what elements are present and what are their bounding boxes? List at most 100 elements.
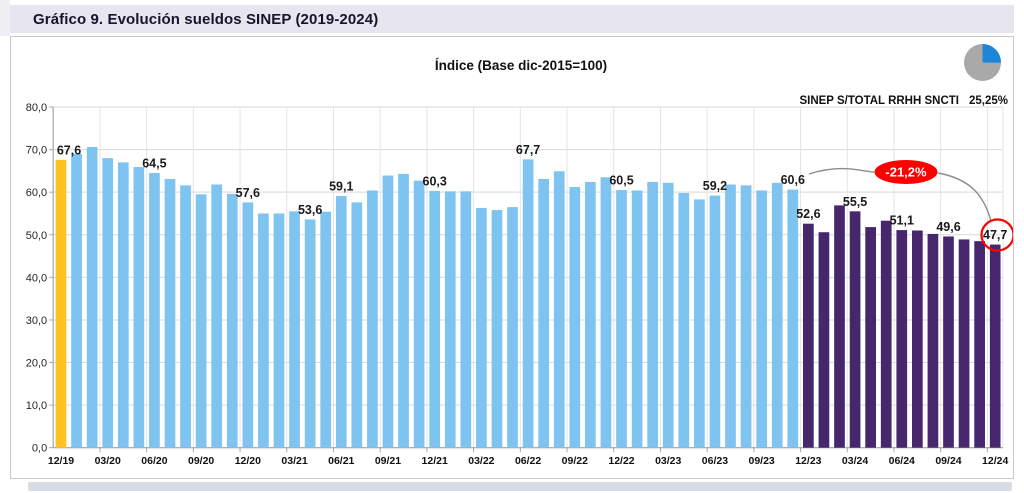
x-axis-label: 09/23	[749, 455, 775, 467]
bar-11/20	[226, 193, 238, 448]
x-axis-label: 03/23	[655, 455, 681, 467]
bar-10/21	[398, 173, 409, 448]
bar-07/22	[538, 178, 550, 448]
bar-01/23	[631, 190, 643, 448]
x-axis-label: 12/19	[48, 455, 74, 467]
salary-index-bar-chart: 80,0 70,0 60,0 50,0 40,0 30,0 20,0 10,0 0,012/19…	[26, 44, 1015, 467]
x-axis-label: 06/21	[328, 455, 354, 467]
bar-02/20	[86, 147, 98, 448]
x-axis-label: 12/21	[422, 455, 448, 467]
y-axis-label: 80,0	[26, 102, 47, 114]
data-label-09/24: 49,6	[936, 220, 960, 234]
chart-frame: 80,0 70,0 60,0 50,0 40,0 30,0 20,0 10,0 0,0 12/19…	[10, 36, 1015, 479]
data-label-06/20: 64,5	[142, 157, 166, 171]
bar-11/24	[974, 241, 985, 448]
bar-02/22	[460, 191, 472, 448]
y-axis-label: 50,0	[26, 230, 47, 242]
bar-04/23	[678, 193, 690, 448]
bar-12/23	[803, 223, 814, 448]
data-label-12/22: 60,5	[609, 174, 633, 188]
bar-05/24	[880, 220, 892, 448]
bar-12/21	[429, 190, 441, 448]
bar-09/23	[756, 190, 767, 448]
x-axis-label: 12/23	[795, 455, 821, 467]
bar-04/22	[491, 210, 503, 448]
x-axis-label: 03/24	[842, 455, 868, 467]
chart-subtitle: Índice (Base dic-2015=100)	[435, 58, 607, 73]
bar-10/23	[771, 182, 783, 448]
x-axis-label: 06/20	[141, 455, 167, 467]
bar-10/20	[211, 184, 223, 448]
bar-03/22	[476, 207, 487, 448]
y-axis-label: 20,0	[26, 358, 47, 370]
x-axis-label: 12/22	[608, 455, 634, 467]
connector-line-right	[937, 172, 992, 222]
bar-11/22	[600, 177, 612, 448]
bar-05/22	[507, 207, 518, 448]
bar-09/24	[943, 236, 954, 448]
data-label-12/19: 67,6	[57, 143, 81, 157]
data-label-11/23: 60,6	[781, 173, 805, 187]
bar-02/24	[834, 205, 845, 448]
x-axis-label: 09/22	[562, 455, 588, 467]
bar-01/20	[71, 153, 82, 448]
bar-01/21	[258, 213, 269, 448]
bar-05/23	[694, 199, 705, 448]
bar-03/24	[849, 211, 861, 448]
bar-12/19	[55, 159, 67, 448]
x-axis-label: 09/20	[188, 455, 214, 467]
bar-07/24	[912, 230, 923, 448]
bar-10/22	[585, 181, 596, 448]
bar-06/23	[709, 195, 721, 448]
bar-08/24	[927, 233, 939, 448]
y-axis-label: 40,0	[26, 272, 47, 284]
y-axis-label: 0,0	[32, 443, 47, 455]
data-label-12/23: 52,6	[796, 207, 820, 221]
bar-03/21	[289, 211, 300, 448]
bar-09/20	[195, 194, 207, 448]
bar-07/20	[164, 178, 176, 448]
bar-09/21	[382, 175, 394, 448]
page-title: Gráfico 9. Evolución sueldos SINEP (2019…	[33, 10, 379, 28]
x-axis-label: 09/21	[375, 455, 401, 467]
bar-01/24	[818, 232, 830, 448]
bar-04/24	[865, 227, 876, 448]
y-axis-label: 30,0	[26, 315, 47, 327]
y-axis-label: 10,0	[26, 400, 47, 412]
x-axis-label: 03/20	[95, 455, 121, 467]
x-axis-label: 12/20	[235, 455, 261, 467]
y-axis-label: 60,0	[26, 187, 47, 199]
bar-05/20	[133, 167, 145, 448]
bar-08/22	[553, 171, 565, 448]
bar-08/21	[367, 190, 378, 448]
bar-11/23	[787, 189, 799, 448]
x-axis-label: 03/22	[468, 455, 494, 467]
data-label-04/21: 53,6	[298, 203, 322, 217]
data-label-06/23: 59,2	[703, 179, 727, 193]
bar-06/22	[522, 159, 534, 448]
bar-04/21	[304, 219, 316, 448]
chart-title-bar: Gráfico 9. Evolución sueldos SINEP (2019…	[10, 5, 1014, 33]
pie-icon-slice	[982, 44, 1002, 63]
drop-annotation-text: -21,2%	[885, 165, 927, 180]
data-label-12/21: 60,3	[423, 174, 447, 188]
bar-08/20	[180, 185, 191, 448]
y-axis-label: 70,0	[26, 145, 47, 157]
data-label-06/24: 51,1	[890, 214, 914, 228]
bar-05/21	[320, 211, 332, 448]
data-label-06/21: 59,1	[329, 180, 353, 194]
bar-02/23	[647, 181, 659, 448]
bar-03/23	[662, 182, 674, 448]
bar-12/24	[989, 244, 1001, 448]
bar-08/23	[740, 185, 752, 448]
kpi-text: SINEP S/TOTAL RRHH SNCTI 25,25%	[799, 95, 1008, 107]
data-label-06/22: 67,7	[516, 143, 540, 157]
bar-10/24	[958, 239, 970, 448]
window-scrollbar-strip	[28, 482, 1012, 491]
x-axis-label: 06/24	[889, 455, 915, 467]
bar-06/24	[896, 230, 908, 448]
bar-06/21	[335, 196, 347, 448]
bar-06/20	[149, 173, 160, 448]
drop-annotation-oval	[874, 160, 938, 184]
